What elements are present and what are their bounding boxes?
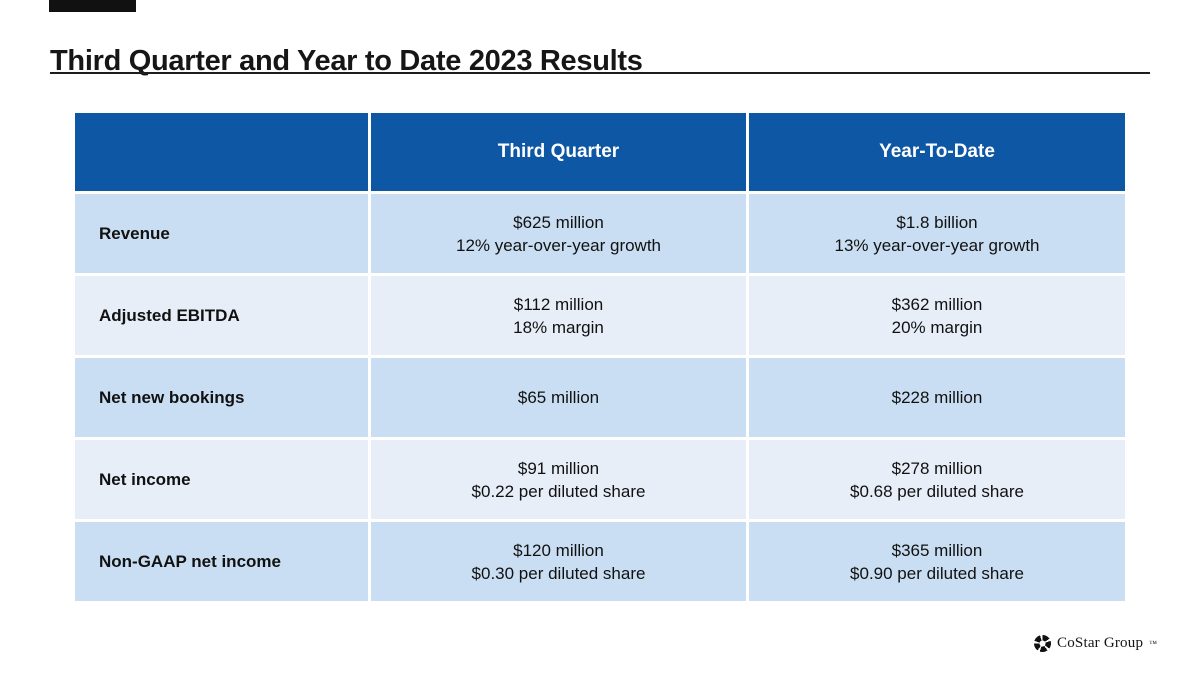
cell-revenue-q3: $625 million 12% year-over-year growth [371, 194, 746, 273]
value-line: $228 million [891, 388, 983, 407]
table-header-year-to-date: Year-To-Date [749, 113, 1125, 191]
value-line: $120 million [513, 540, 604, 560]
value-line: $365 million [891, 540, 983, 560]
costar-group-logo: CoStar Group ™ [1034, 635, 1157, 652]
costar-logo-text: CoStar Group [1057, 635, 1144, 651]
costar-pinwheel-icon [1034, 635, 1051, 652]
value-line: $625 million [513, 212, 604, 232]
row-label-net-income: Net income [75, 440, 368, 519]
table-header-third-quarter: Third Quarter [371, 113, 746, 191]
title-underline [50, 72, 1150, 74]
value-line: $0.30 per diluted share [471, 563, 646, 583]
value-line: $0.22 per diluted share [471, 481, 646, 501]
value-line: $278 million [891, 458, 983, 478]
cell-bookings-q3: $65 million [371, 358, 746, 437]
cell-revenue-ytd: $1.8 billion 13% year-over-year growth [749, 194, 1125, 273]
cell-net-income-q3: $91 million $0.22 per diluted share [371, 440, 746, 519]
row-label-non-gaap-net-income: Non-GAAP net income [75, 522, 368, 601]
trademark-symbol: ™ [1149, 638, 1157, 648]
cell-ebitda-q3: $112 million 18% margin [371, 276, 746, 355]
value-line: $112 million [513, 294, 604, 314]
value-line: $1.8 billion [896, 212, 978, 232]
row-label-net-new-bookings: Net new bookings [75, 358, 368, 437]
value-line: $91 million [517, 458, 600, 478]
table-header-empty [75, 113, 368, 191]
accent-bar [49, 0, 136, 12]
value-line: 20% margin [891, 317, 983, 337]
cell-net-income-ytd: $278 million $0.68 per diluted share [749, 440, 1125, 519]
row-label-adjusted-ebitda: Adjusted EBITDA [75, 276, 368, 355]
cell-bookings-ytd: $228 million [749, 358, 1125, 437]
value-line: $362 million [891, 294, 983, 314]
row-label-revenue: Revenue [75, 194, 368, 273]
cell-non-gaap-ytd: $365 million $0.90 per diluted share [749, 522, 1125, 601]
cell-ebitda-ytd: $362 million 20% margin [749, 276, 1125, 355]
value-line: $0.68 per diluted share [850, 481, 1024, 501]
cell-non-gaap-q3: $120 million $0.30 per diluted share [371, 522, 746, 601]
value-line: 18% margin [513, 317, 604, 337]
value-line: $0.90 per diluted share [850, 563, 1024, 583]
value-line: 12% year-over-year growth [455, 235, 662, 255]
value-line: 13% year-over-year growth [834, 235, 1040, 255]
value-line: $65 million [517, 388, 600, 407]
results-table: Third Quarter Year-To-Date Revenue $625 … [75, 113, 1125, 601]
